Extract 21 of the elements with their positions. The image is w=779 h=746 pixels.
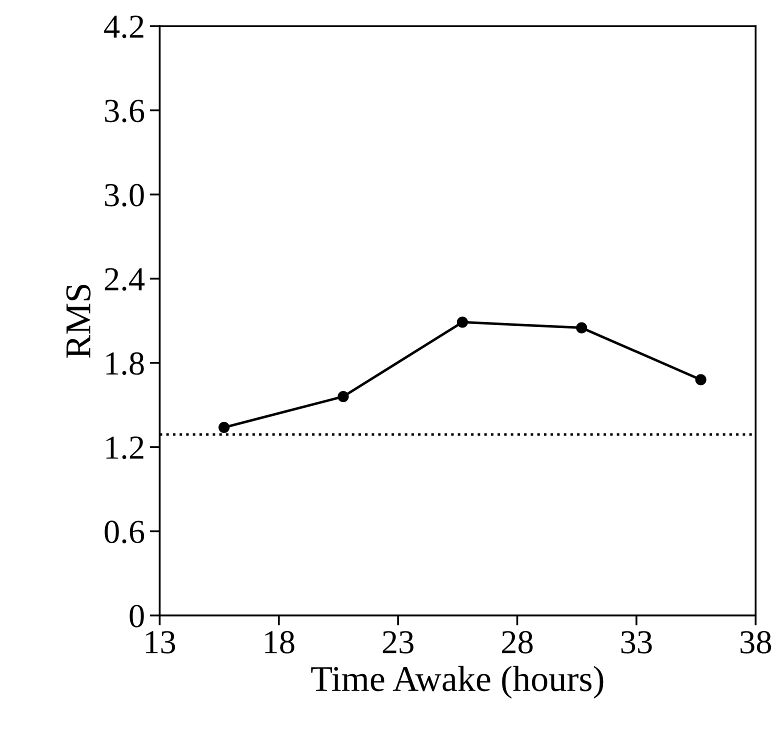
point [456, 316, 468, 328]
y-tick-label: 1.8 [106, 352, 144, 375]
y-axis-title: RMS [66, 284, 91, 358]
x-tick-label: 13 [146, 631, 176, 654]
y-tick-label: 0.6 [104, 520, 144, 544]
y-tick-label: 2.4 [104, 268, 145, 291]
y-tick-label: 3.0 [105, 184, 144, 207]
x-tick-label: 23 [382, 631, 414, 654]
point [576, 322, 588, 334]
point [338, 390, 349, 402]
y-tick-label: 0 [130, 604, 144, 628]
point [218, 422, 230, 433]
x-tick-label: 28 [502, 630, 533, 654]
x-tick-label: 33 [621, 631, 652, 654]
y-tick-label: 4.2 [104, 16, 144, 38]
x-tick-label: 18 [265, 630, 294, 654]
y-tick-label: 1.2 [106, 436, 144, 460]
x-tick-label: 38 [740, 630, 772, 654]
y-tick-label: 3.6 [105, 100, 144, 122]
x-axis-title: Time Awake (hours) [311, 666, 604, 699]
point [695, 374, 706, 386]
